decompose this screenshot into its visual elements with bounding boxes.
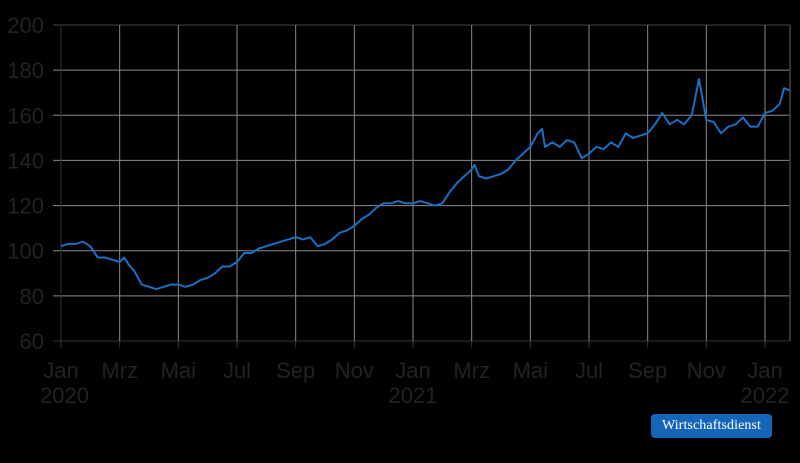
x-tick-label: Jan [747,358,782,383]
y-tick-label: 140 [7,148,44,173]
x-tick-label: Jan [395,358,430,383]
y-tick-label: 180 [7,58,44,83]
x-tick-label: Jul [575,358,603,383]
x-tick-label: Mai [513,358,548,383]
x-tick-label: Mai [161,358,196,383]
x-tick-label: Jul [223,358,251,383]
x-year-label: 2022 [741,383,790,408]
x-tick-label: Nov [335,358,374,383]
y-axis: 60 80 100 120 140 160 180 200 [7,13,44,354]
x-tick-label: Nov [687,358,726,383]
y-tick-label: 100 [7,239,44,264]
x-tick-label: Mrz [101,358,138,383]
x-year-label: 2021 [389,383,438,408]
x-tick-label: Sep [628,358,667,383]
index-series-line [60,78,791,291]
y-tick-label: 60 [20,329,44,354]
y-tick-label: 160 [7,103,44,128]
y-tick-label: 120 [7,194,44,219]
wirtschaftsdienst-logo-badge: Wirtschaftsdienst [651,414,772,438]
y-tick-label: 200 [7,13,44,38]
x-tick-label: Jan [43,358,78,383]
y-tick-label: 80 [20,284,44,309]
x-tick-label: Sep [276,358,315,383]
gridlines [53,24,791,348]
x-tick-label: Mrz [453,358,490,383]
x-year-label: 2020 [40,383,89,408]
